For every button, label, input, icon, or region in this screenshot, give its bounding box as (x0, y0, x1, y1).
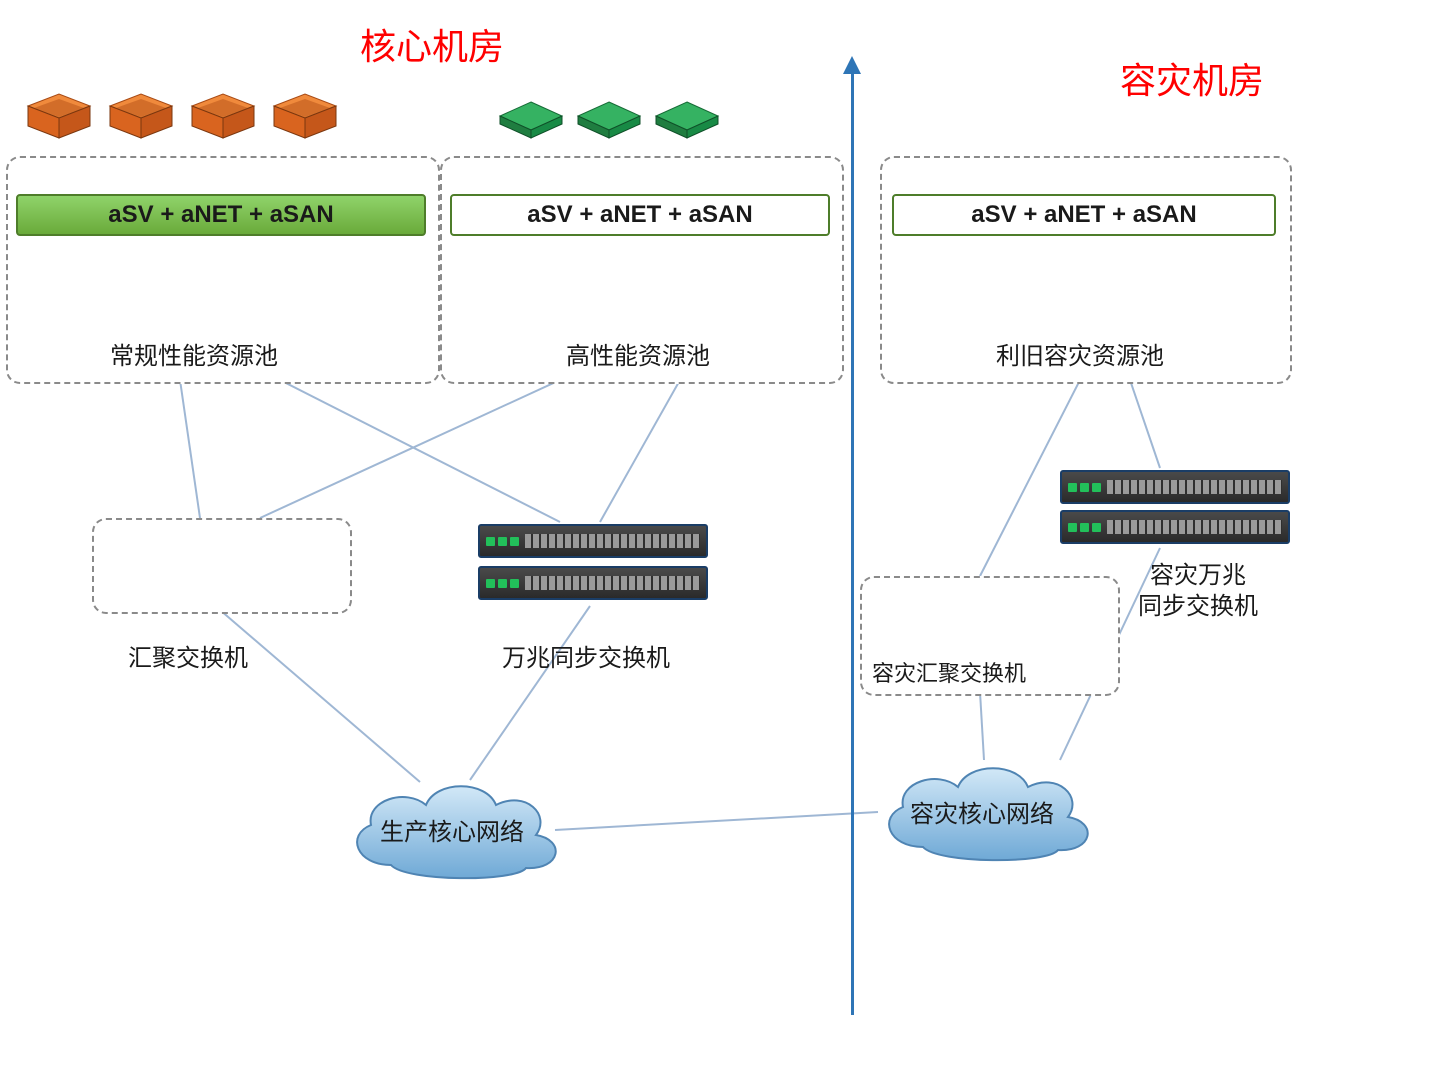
cloud-dr-label: 容灾核心网络 (910, 794, 1054, 829)
green-box-icon (652, 100, 722, 140)
pool-standard-banner: aSV + aNET + aSAN (16, 194, 426, 236)
cloud-prod-label: 生产核心网络 (380, 812, 524, 847)
pool-highperf-banner: aSV + aNET + aSAN (450, 194, 830, 236)
switch-agg-box (92, 518, 352, 614)
orange-box-icon (186, 92, 260, 140)
switch-dark-icon (1060, 510, 1290, 544)
orange-box-icon (22, 92, 96, 140)
pool-dr-label: 利旧容灾资源池 (996, 336, 1164, 371)
switch-dr-sync10g-label: 容灾万兆 同步交换机 (1138, 560, 1258, 622)
switch-dr-agg-label: 容灾汇聚交换机 (872, 656, 1026, 688)
orange-box-icon (104, 92, 178, 140)
switch-dark-icon (1060, 470, 1290, 504)
divider-line (851, 72, 854, 1015)
diagram-stage: 核心机房 容灾机房 (0, 0, 1430, 1068)
switch-dr-sync10g-label-l1: 容灾万兆 (1150, 562, 1246, 589)
title-core-room: 核心机房 (360, 18, 504, 70)
switch-agg-label: 汇聚交换机 (128, 638, 248, 673)
switch-dark-icon (478, 524, 708, 558)
title-dr-room: 容灾机房 (1120, 52, 1264, 104)
switch-dark-icon (478, 566, 708, 600)
orange-box-icon (268, 92, 342, 140)
pool-highperf-label: 高性能资源池 (566, 336, 710, 371)
switch-dr-sync10g-label-l2: 同步交换机 (1138, 593, 1258, 620)
pool-standard-label: 常规性能资源池 (110, 336, 278, 371)
pool-dr-banner: aSV + aNET + aSAN (892, 194, 1276, 236)
switch-sync10g-label: 万兆同步交换机 (502, 638, 670, 673)
green-box-icon (574, 100, 644, 140)
green-box-icon (496, 100, 566, 140)
